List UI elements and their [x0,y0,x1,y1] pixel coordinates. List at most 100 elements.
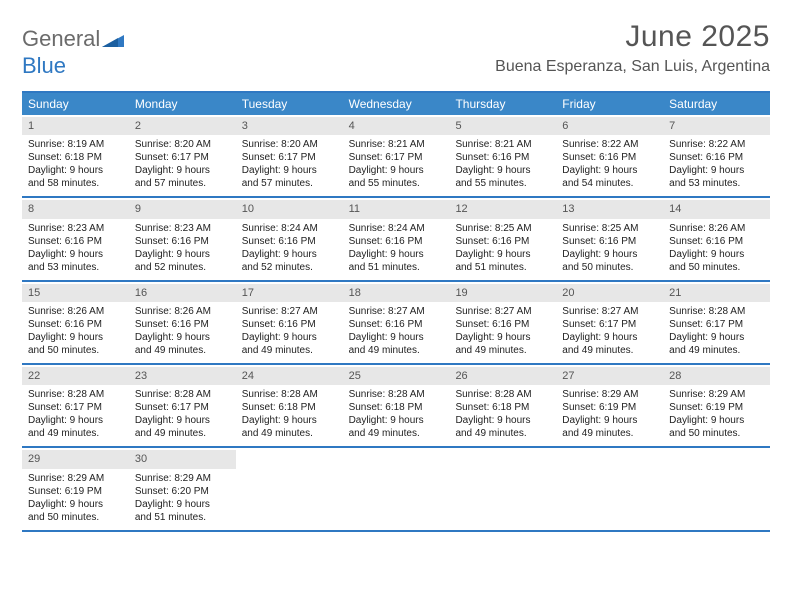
daylight-text: and 49 minutes. [455,427,550,440]
day-number: 5 [449,117,556,135]
weekday-header: Tuesday [236,93,343,115]
daylight-text: Daylight: 9 hours [455,248,550,261]
sunrise-text: Sunrise: 8:27 AM [562,305,657,318]
daylight-text: Daylight: 9 hours [669,164,764,177]
sunrise-text: Sunrise: 8:26 AM [669,222,764,235]
sunset-text: Sunset: 6:17 PM [562,318,657,331]
sunrise-text: Sunrise: 8:24 AM [242,222,337,235]
calendar-day: 27Sunrise: 8:29 AMSunset: 6:19 PMDayligh… [556,365,663,446]
calendar-day [236,448,343,529]
day-number: 10 [236,200,343,218]
weekday-header: Thursday [449,93,556,115]
sunrise-text: Sunrise: 8:28 AM [455,388,550,401]
daylight-text: Daylight: 9 hours [242,331,337,344]
calendar-day: 11Sunrise: 8:24 AMSunset: 6:16 PMDayligh… [343,198,450,279]
calendar-day: 14Sunrise: 8:26 AMSunset: 6:16 PMDayligh… [663,198,770,279]
sunset-text: Sunset: 6:16 PM [455,151,550,164]
daylight-text: and 49 minutes. [135,344,230,357]
sunset-text: Sunset: 6:18 PM [242,401,337,414]
calendar-day: 20Sunrise: 8:27 AMSunset: 6:17 PMDayligh… [556,282,663,363]
daylight-text: and 49 minutes. [135,427,230,440]
calendar-day [663,448,770,529]
sunrise-text: Sunrise: 8:22 AM [669,138,764,151]
sunrise-text: Sunrise: 8:20 AM [242,138,337,151]
daylight-text: Daylight: 9 hours [135,248,230,261]
calendar-day: 9Sunrise: 8:23 AMSunset: 6:16 PMDaylight… [129,198,236,279]
sunset-text: Sunset: 6:16 PM [242,235,337,248]
day-number: 26 [449,367,556,385]
calendar-day: 21Sunrise: 8:28 AMSunset: 6:17 PMDayligh… [663,282,770,363]
calendar-day: 16Sunrise: 8:26 AMSunset: 6:16 PMDayligh… [129,282,236,363]
daylight-text: and 55 minutes. [455,177,550,190]
daylight-text: and 54 minutes. [562,177,657,190]
calendar-day: 1Sunrise: 8:19 AMSunset: 6:18 PMDaylight… [22,115,129,196]
brand-word-1: General [22,26,100,51]
sunset-text: Sunset: 6:18 PM [349,401,444,414]
daylight-text: and 50 minutes. [28,511,123,524]
day-number: 1 [22,117,129,135]
daylight-text: Daylight: 9 hours [28,164,123,177]
sunset-text: Sunset: 6:16 PM [135,318,230,331]
calendar-day: 5Sunrise: 8:21 AMSunset: 6:16 PMDaylight… [449,115,556,196]
calendar-week: 15Sunrise: 8:26 AMSunset: 6:16 PMDayligh… [22,282,770,365]
daylight-text: Daylight: 9 hours [135,498,230,511]
daylight-text: and 49 minutes. [28,427,123,440]
sunset-text: Sunset: 6:16 PM [242,318,337,331]
sunrise-text: Sunrise: 8:22 AM [562,138,657,151]
sunrise-text: Sunrise: 8:27 AM [455,305,550,318]
daylight-text: and 49 minutes. [562,427,657,440]
daylight-text: and 49 minutes. [242,427,337,440]
calendar-day: 30 Sunrise: 8:29 AMSunset: 6:20 PMDayligh… [129,448,236,529]
day-number: 15 [22,284,129,302]
daylight-text: and 50 minutes. [669,261,764,274]
sunrise-text: Sunrise: 8:29 AM [135,472,230,485]
sunrise-text: Sunrise: 8:20 AM [135,138,230,151]
daylight-text: Daylight: 9 hours [242,414,337,427]
daylight-text: and 49 minutes. [455,344,550,357]
day-number: 12 [449,200,556,218]
sunset-text: Sunset: 6:16 PM [28,235,123,248]
calendar-day: 7 Sunrise: 8:22 AMSunset: 6:16 PMDaylight… [663,115,770,196]
daylight-text: Daylight: 9 hours [455,414,550,427]
calendar-day: 8Sunrise: 8:23 AMSunset: 6:16 PMDaylight… [22,198,129,279]
sunset-text: Sunset: 6:20 PM [135,485,230,498]
sunset-text: Sunset: 6:16 PM [669,151,764,164]
sunset-text: Sunset: 6:16 PM [349,235,444,248]
calendar: Sunday Monday Tuesday Wednesday Thursday… [22,91,770,531]
sunset-text: Sunset: 6:16 PM [455,318,550,331]
sunset-text: Sunset: 6:16 PM [562,235,657,248]
daylight-text: Daylight: 9 hours [455,164,550,177]
day-number: 4 [343,117,450,135]
sunset-text: Sunset: 6:16 PM [28,318,123,331]
daylight-text: and 52 minutes. [135,261,230,274]
daylight-text: and 50 minutes. [562,261,657,274]
daylight-text: Daylight: 9 hours [242,248,337,261]
daylight-text: and 57 minutes. [242,177,337,190]
daylight-text: and 51 minutes. [455,261,550,274]
calendar-day: 28Sunrise: 8:29 AMSunset: 6:19 PMDayligh… [663,365,770,446]
day-number: 7 [663,117,770,135]
sunrise-text: Sunrise: 8:28 AM [28,388,123,401]
day-number: 18 [343,284,450,302]
daylight-text: Daylight: 9 hours [135,331,230,344]
day-number: 11 [343,200,450,218]
daylight-text: Daylight: 9 hours [669,248,764,261]
sunset-text: Sunset: 6:17 PM [135,401,230,414]
daylight-text: and 49 minutes. [349,427,444,440]
day-number: 14 [663,200,770,218]
sunrise-text: Sunrise: 8:26 AM [28,305,123,318]
weekday-header-row: Sunday Monday Tuesday Wednesday Thursday… [22,93,770,115]
calendar-day: 25Sunrise: 8:28 AMSunset: 6:18 PMDayligh… [343,365,450,446]
calendar-day: 4Sunrise: 8:21 AMSunset: 6:17 PMDaylight… [343,115,450,196]
brand-word-2: Blue [22,53,66,78]
day-number: 30 [129,450,236,468]
sunrise-text: Sunrise: 8:28 AM [349,388,444,401]
sunset-text: Sunset: 6:16 PM [562,151,657,164]
daylight-text: and 50 minutes. [28,344,123,357]
day-number: 16 [129,284,236,302]
daylight-text: Daylight: 9 hours [562,164,657,177]
sunset-text: Sunset: 6:17 PM [28,401,123,414]
calendar-day: 12Sunrise: 8:25 AMSunset: 6:16 PMDayligh… [449,198,556,279]
calendar-day [449,448,556,529]
daylight-text: Daylight: 9 hours [562,331,657,344]
